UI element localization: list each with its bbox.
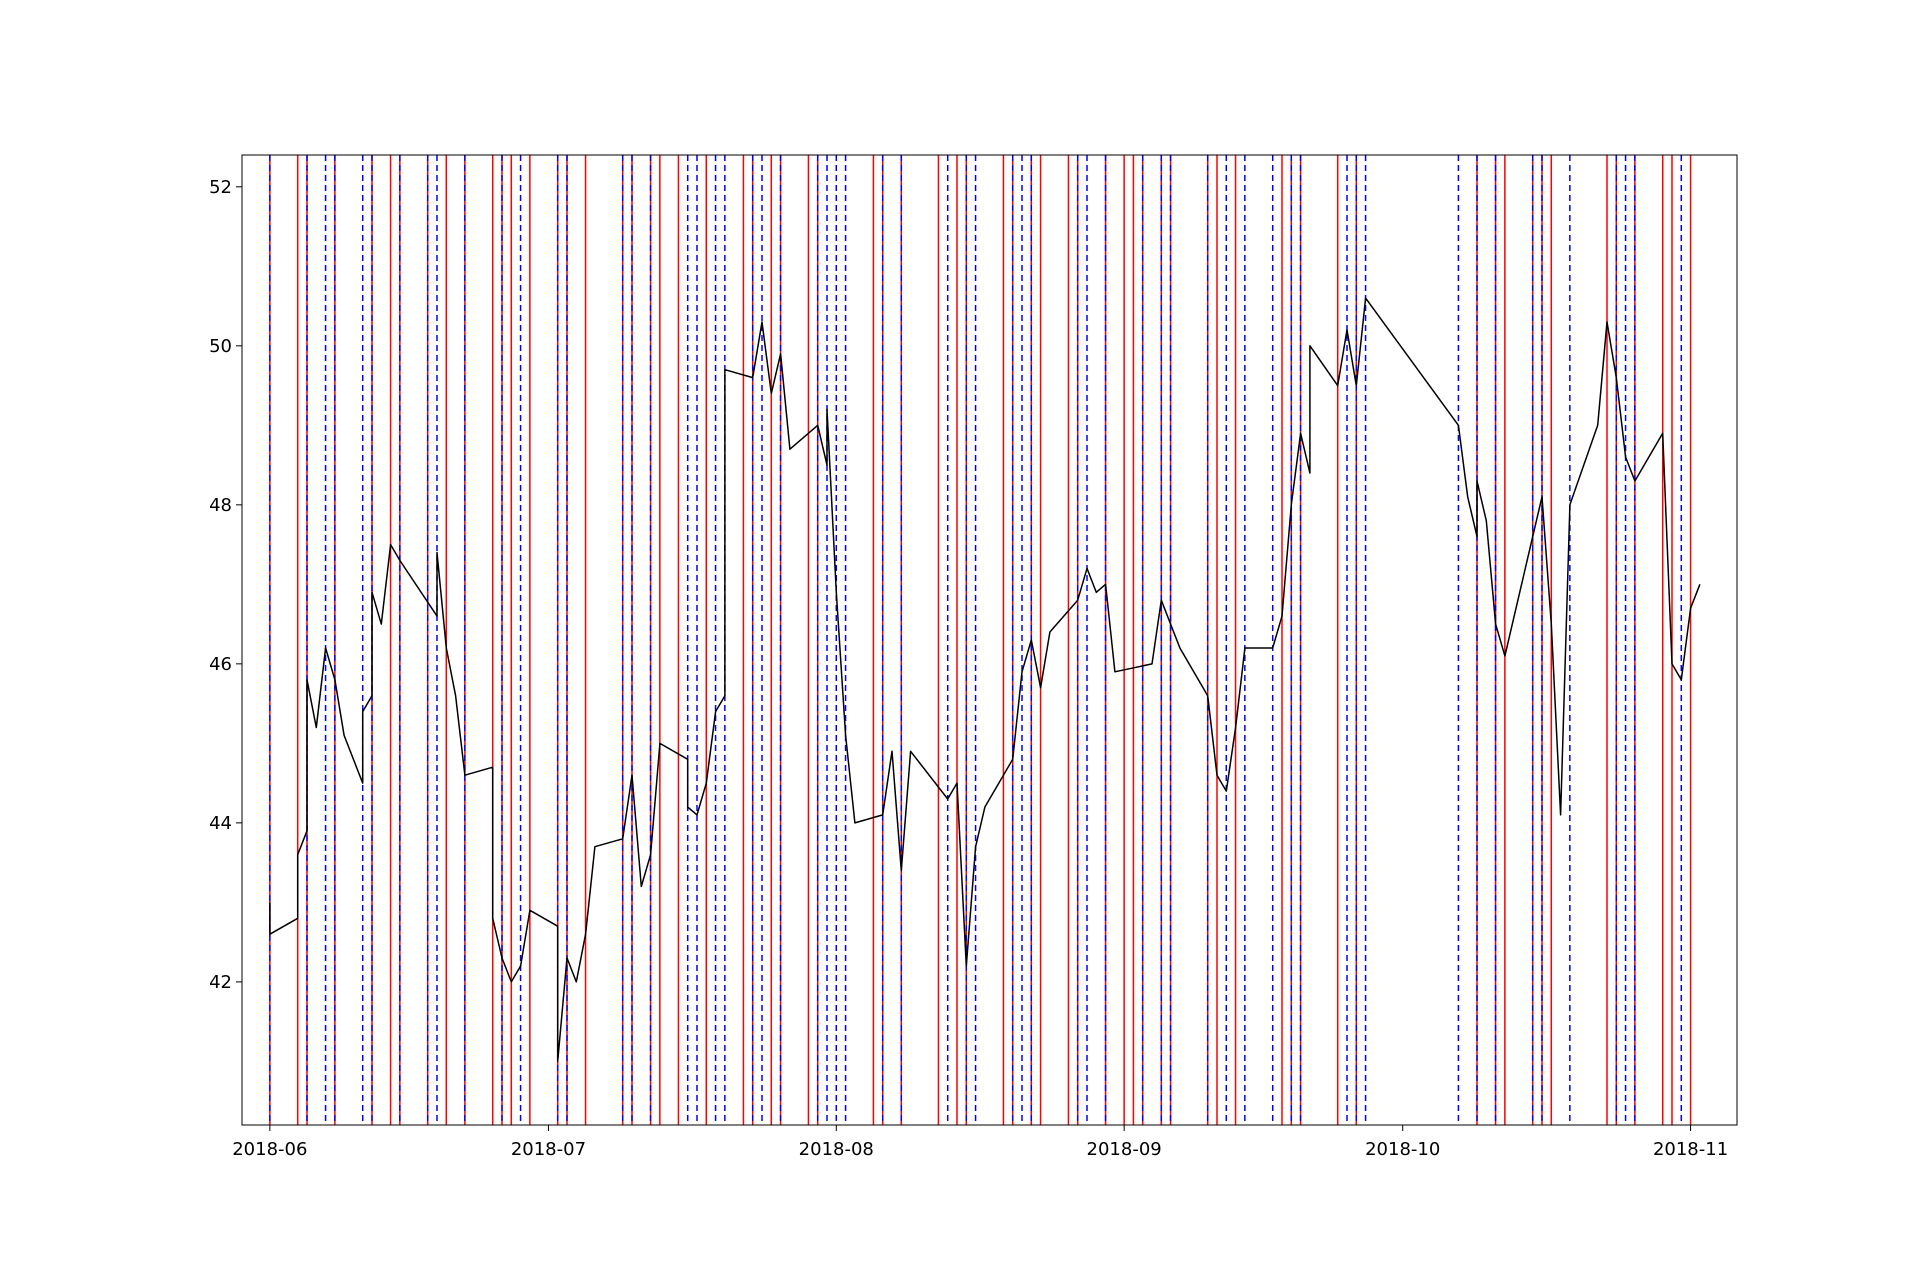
plot-frame [241,154,1738,1126]
x-tick-label: 2018-07 [511,1139,586,1160]
y-tick-label: 48 [209,495,232,516]
y-axis: 42 44 46 48 50 52 [209,177,242,993]
y-tick-label: 50 [209,336,232,357]
x-tick-label: 2018-10 [1365,1139,1440,1160]
x-axis: 2018-06 2018-07 2018-08 2018-09 2018-10 2018-… [232,1125,1728,1160]
vertical-markers-layer [269,155,1692,1125]
price-series-line [269,297,1701,1063]
x-tick-label: 2018-11 [1653,1139,1728,1160]
y-tick-label: 44 [209,813,232,834]
y-tick-label: 46 [209,654,232,675]
y-tick-label: 42 [209,972,232,993]
x-tick-label: 2018-08 [799,1139,874,1160]
price-series-layer [269,297,1701,1063]
y-tick-label: 52 [209,177,232,198]
x-tick-label: 2018-09 [1087,1139,1162,1160]
x-tick-label: 2018-06 [232,1139,307,1160]
